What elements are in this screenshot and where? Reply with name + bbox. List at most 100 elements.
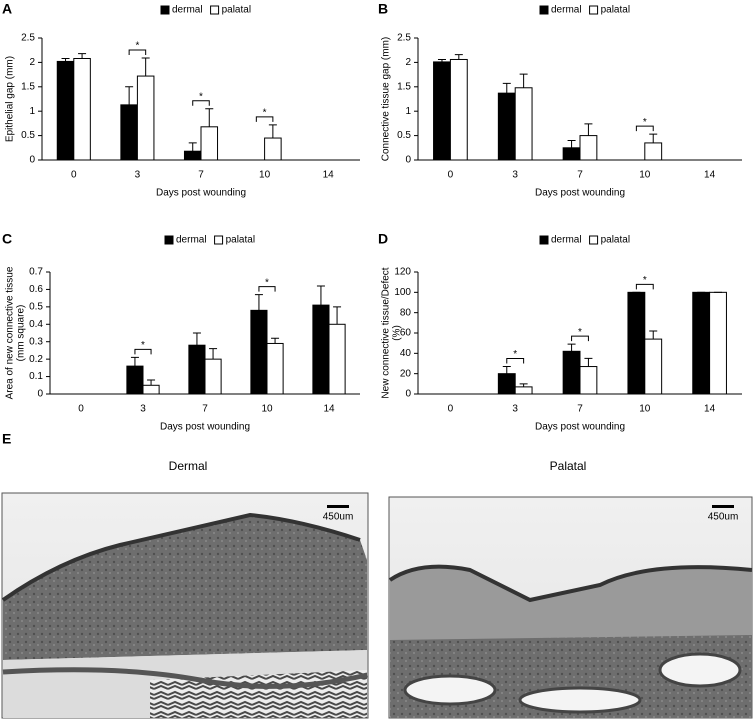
y-axis-label: (%) [392,325,403,341]
error-bar [254,294,263,311]
significance-bracket [506,358,525,364]
bar [562,147,581,161]
error-bar [188,142,197,152]
y-axis-label: Connective tissue gap (mm) [381,37,392,162]
error-bar [78,53,87,59]
x-tick-label: 14 [323,404,335,415]
bar [136,75,155,161]
y-tick-label: 0.5 [21,130,35,141]
error-bar [130,356,139,367]
error-bar [519,383,528,387]
x-tick-label: 0 [71,170,77,181]
image-title: Dermal [169,459,208,473]
bar [312,304,330,395]
bar [328,323,346,395]
y-tick-label: 0 [37,389,43,400]
y-axis-label: Area of new connective tissue [5,266,16,399]
bar [497,373,516,395]
bar [644,142,663,161]
legend-swatch [214,235,224,245]
y-tick-label: 20 [400,368,412,379]
y-tick-label: 0.5 [397,130,411,141]
error-bar [316,285,325,306]
x-tick-label: 3 [512,404,518,415]
legend-label: palatal [601,235,630,246]
scale-bar-label: 450um [323,512,354,523]
error-bar [454,54,463,60]
x-tick-label: 7 [198,170,204,181]
legend-label: dermal [551,235,582,246]
error-bar [567,343,576,352]
x-tick-label: 3 [135,170,141,181]
significance-label: * [135,41,139,52]
significance-label: * [263,108,267,119]
error-bar [584,123,593,136]
y-tick-label: 0 [405,389,411,400]
error-bar [141,57,150,77]
error-bar [502,82,511,94]
y-tick-label: 0 [405,155,411,166]
y-axis-label: (mm square) [16,305,27,362]
x-tick-label: 3 [140,404,146,415]
significance-bracket [255,116,274,122]
bar [562,350,581,395]
error-bar [502,366,511,374]
x-axis-label: Days post wounding [160,422,250,433]
bar [692,291,711,395]
x-axis-label: Days post wounding [535,422,625,433]
bar [497,92,516,161]
significance-label: * [643,117,647,128]
legend-swatch [539,5,549,15]
y-tick-label: 40 [400,348,412,359]
bar [250,309,268,395]
legend-label: palatal [222,5,251,16]
significance-label: * [643,275,647,286]
y-tick-label: 120 [394,267,411,278]
y-tick-label: 60 [400,328,412,339]
significance-label: * [199,91,203,102]
legend-swatch [210,5,220,15]
y-tick-label: 1.5 [397,81,411,92]
bar [644,338,663,395]
bar [433,61,451,161]
panel-label: B [378,1,388,17]
histology-image: 450um [388,496,753,719]
legend-swatch [589,235,599,245]
y-tick-label: 0.2 [29,354,43,365]
significance-bracket [192,100,210,106]
significance-bracket [258,286,276,292]
error-bar [147,379,156,386]
error-bar [649,133,658,143]
x-tick-label: 10 [639,404,651,415]
bar [200,126,219,161]
error-bar [209,348,218,360]
panel-label: D [378,231,388,247]
error-bar [519,73,528,88]
error-bar [584,357,593,367]
bar [188,344,206,395]
x-tick-label: 3 [512,170,518,181]
x-tick-label: 7 [202,404,208,415]
x-tick-label: 10 [261,404,273,415]
significance-bracket [134,348,152,355]
bar [183,150,202,161]
panel-label: A [2,1,12,17]
significance-bracket [635,125,654,132]
significance-label: * [265,277,269,288]
y-tick-label: 1.5 [21,81,35,92]
bar [120,104,138,161]
error-bar [205,108,214,127]
panel-label: C [2,231,12,247]
panel-label: E [2,431,11,447]
bar [126,365,144,395]
bar [56,60,75,161]
x-tick-label: 0 [78,404,84,415]
bar [142,384,160,395]
legend-label: dermal [172,5,203,16]
y-tick-label: 2 [29,57,35,68]
x-tick-label: 7 [577,170,583,181]
y-tick-label: 0 [29,155,35,166]
x-tick-label: 0 [448,170,454,181]
bar [449,58,468,161]
error-bar [567,139,576,148]
